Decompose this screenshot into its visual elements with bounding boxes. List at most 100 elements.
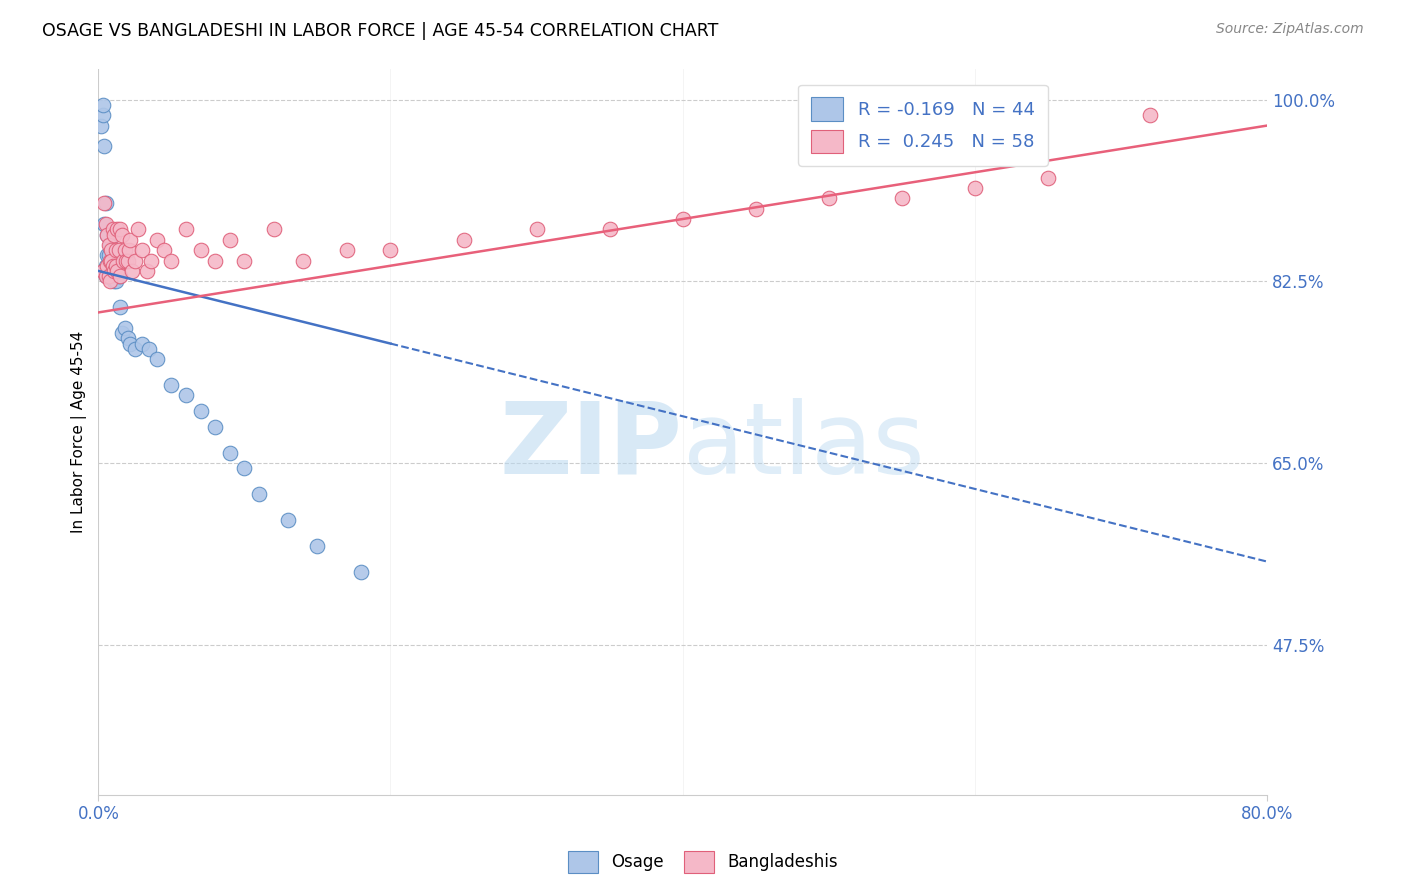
Point	[204, 419, 226, 434]
Point	[139, 253, 162, 268]
Point	[96, 259, 118, 273]
Point	[98, 238, 121, 252]
Point	[817, 191, 839, 205]
Point	[94, 217, 117, 231]
Point	[107, 269, 129, 284]
Point	[91, 98, 114, 112]
Point	[93, 217, 115, 231]
Point	[97, 269, 120, 284]
Point	[110, 269, 132, 284]
Point	[117, 331, 139, 345]
Legend: R = -0.169   N = 44, R =  0.245   N = 58: R = -0.169 N = 44, R = 0.245 N = 58	[799, 85, 1047, 166]
Point	[103, 259, 125, 273]
Point	[105, 264, 128, 278]
Point	[110, 300, 132, 314]
Point	[101, 259, 124, 273]
Point	[124, 253, 146, 268]
Point	[233, 461, 256, 475]
Point	[174, 388, 197, 402]
Point	[127, 222, 149, 236]
Point	[204, 253, 226, 268]
Point	[91, 264, 114, 278]
Point	[111, 227, 134, 242]
Point	[94, 269, 117, 284]
Point	[101, 243, 124, 257]
Point	[97, 259, 120, 273]
Point	[97, 238, 120, 252]
Point	[94, 269, 117, 284]
Point	[160, 253, 183, 268]
Point	[890, 191, 912, 205]
Point	[526, 222, 548, 236]
Point	[160, 378, 183, 392]
Point	[98, 253, 121, 268]
Point	[131, 243, 153, 257]
Point	[103, 274, 125, 288]
Point	[103, 264, 125, 278]
Point	[100, 269, 122, 284]
Point	[307, 539, 329, 553]
Legend: Osage, Bangladeshis: Osage, Bangladeshis	[561, 845, 845, 880]
Point	[124, 342, 146, 356]
Point	[96, 227, 118, 242]
Point	[135, 264, 157, 278]
Point	[97, 248, 120, 262]
Point	[247, 487, 270, 501]
Point	[218, 445, 240, 459]
Point	[104, 243, 127, 257]
Point	[153, 243, 176, 257]
Point	[91, 108, 114, 122]
Point	[93, 139, 115, 153]
Point	[98, 264, 121, 278]
Point	[101, 264, 124, 278]
Point	[291, 253, 314, 268]
Text: ZIP: ZIP	[499, 398, 683, 495]
Point	[336, 243, 359, 257]
Point	[97, 269, 120, 284]
Point	[103, 227, 125, 242]
Point	[117, 253, 139, 268]
Point	[138, 342, 160, 356]
Point	[114, 243, 136, 257]
Point	[118, 243, 141, 257]
Point	[190, 404, 212, 418]
Point	[1139, 108, 1161, 122]
Point	[131, 336, 153, 351]
Point	[453, 233, 475, 247]
Point	[112, 253, 135, 268]
Text: atlas: atlas	[683, 398, 924, 495]
Point	[121, 264, 143, 278]
Point	[90, 119, 112, 133]
Text: Source: ZipAtlas.com: Source: ZipAtlas.com	[1216, 22, 1364, 37]
Point	[672, 212, 695, 227]
Point	[100, 243, 122, 257]
Point	[110, 222, 132, 236]
Point	[104, 259, 127, 273]
Point	[120, 336, 142, 351]
Point	[146, 352, 169, 367]
Point	[105, 222, 128, 236]
Point	[963, 181, 986, 195]
Point	[233, 253, 256, 268]
Point	[174, 222, 197, 236]
Point	[218, 233, 240, 247]
Point	[1036, 170, 1059, 185]
Point	[350, 565, 373, 579]
Point	[94, 259, 117, 273]
Point	[98, 274, 121, 288]
Point	[114, 321, 136, 335]
Point	[100, 253, 122, 268]
Text: OSAGE VS BANGLADESHI IN LABOR FORCE | AGE 45-54 CORRELATION CHART: OSAGE VS BANGLADESHI IN LABOR FORCE | AG…	[42, 22, 718, 40]
Point	[96, 248, 118, 262]
Point	[94, 196, 117, 211]
Point	[107, 243, 129, 257]
Y-axis label: In Labor Force | Age 45-54: In Labor Force | Age 45-54	[72, 331, 87, 533]
Point	[263, 222, 285, 236]
Point	[104, 274, 127, 288]
Point	[96, 227, 118, 242]
Point	[100, 264, 122, 278]
Point	[599, 222, 621, 236]
Point	[380, 243, 402, 257]
Point	[744, 202, 766, 216]
Point	[115, 253, 138, 268]
